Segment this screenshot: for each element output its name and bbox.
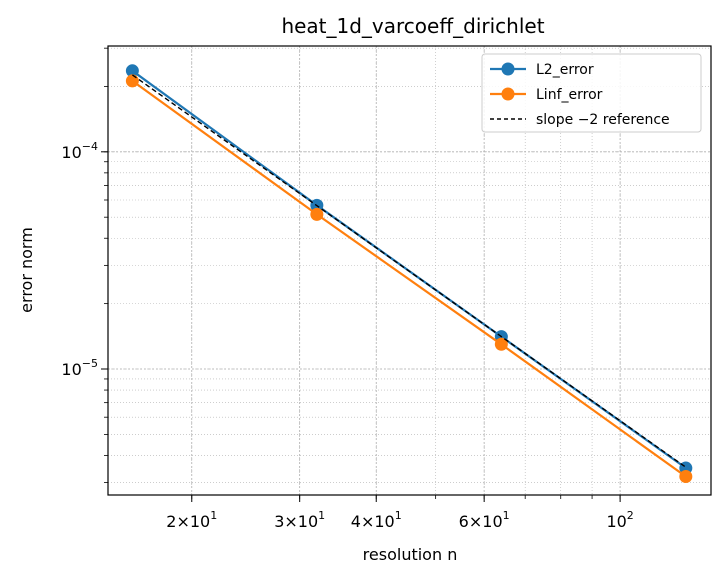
- series-line-linf-error: [131, 80, 687, 478]
- legend-box: [481, 53, 702, 133]
- series-layer: [125, 64, 693, 483]
- grid-major: [108, 46, 711, 495]
- y-axis-label: error norm: [17, 227, 36, 313]
- x-axis-label: resolution n: [363, 545, 458, 564]
- legend-label-l2-error: L2_error: [536, 62, 594, 78]
- x-tick-label: 4×101: [351, 509, 402, 531]
- data-point-linf-error: [494, 337, 508, 351]
- legend-label-slope-2-reference: slope −2 reference: [536, 112, 670, 128]
- y-tick-label: 10−5: [61, 357, 98, 379]
- data-point-l2-error: [125, 64, 139, 78]
- y-tick-label: 10−4: [61, 140, 98, 162]
- legend-marker-linf-error: [501, 87, 515, 101]
- x-tick-label: 2×101: [166, 509, 217, 531]
- data-point-linf-error: [679, 469, 693, 483]
- data-point-linf-error: [310, 207, 324, 221]
- legend-label-linf-error: Linf_error: [536, 87, 603, 103]
- plot-frame: [107, 45, 712, 496]
- chart-title: heat_1d_varcoeff_dirichlet: [281, 14, 544, 38]
- ticks-layer: 2×101 3×101 4×101 6×101 102 10−4 10−5: [61, 47, 634, 531]
- x-tick-label: 3×101: [274, 509, 325, 531]
- x-tick-label: 6×101: [459, 509, 510, 531]
- legend-marker-l2-error: [501, 62, 515, 76]
- data-point-linf-error: [125, 74, 139, 88]
- series-line-slope-2-reference: [131, 74, 687, 468]
- x-tick-label: 102: [606, 509, 633, 531]
